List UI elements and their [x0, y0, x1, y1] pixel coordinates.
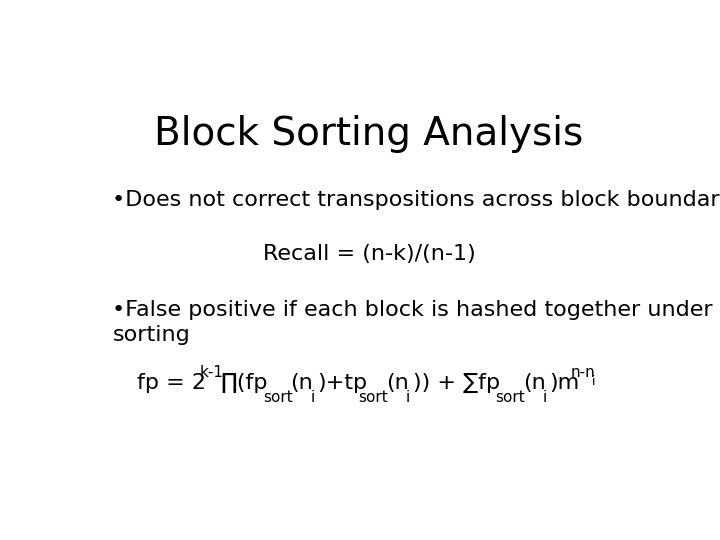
- Text: sort: sort: [359, 389, 388, 404]
- Text: fp = 2: fp = 2: [138, 373, 207, 393]
- Text: (n: (n: [523, 373, 546, 393]
- Text: k-1: k-1: [199, 366, 223, 381]
- Text: (n: (n: [386, 373, 409, 393]
- Text: sort: sort: [495, 389, 525, 404]
- Text: (n: (n: [290, 373, 313, 393]
- Text: •False positive if each block is hashed together under complete
sorting: •False positive if each block is hashed …: [112, 300, 720, 345]
- Text: Recall = (n-k)/(n-1): Recall = (n-k)/(n-1): [263, 244, 475, 264]
- Text: ∏(fp: ∏(fp: [220, 373, 268, 393]
- Text: )m: )m: [549, 373, 580, 393]
- Text: i: i: [543, 389, 547, 404]
- Text: i: i: [310, 389, 315, 404]
- Text: i: i: [406, 389, 410, 404]
- Text: i: i: [592, 375, 595, 388]
- Text: sort: sort: [263, 389, 292, 404]
- Text: )+tp: )+tp: [317, 373, 367, 393]
- Text: Block Sorting Analysis: Block Sorting Analysis: [154, 114, 584, 153]
- Text: n-n: n-n: [571, 366, 595, 381]
- Text: •Does not correct transpositions across block boundaries.: •Does not correct transpositions across …: [112, 190, 720, 210]
- Text: )) + ∑fp: )) + ∑fp: [413, 373, 500, 393]
